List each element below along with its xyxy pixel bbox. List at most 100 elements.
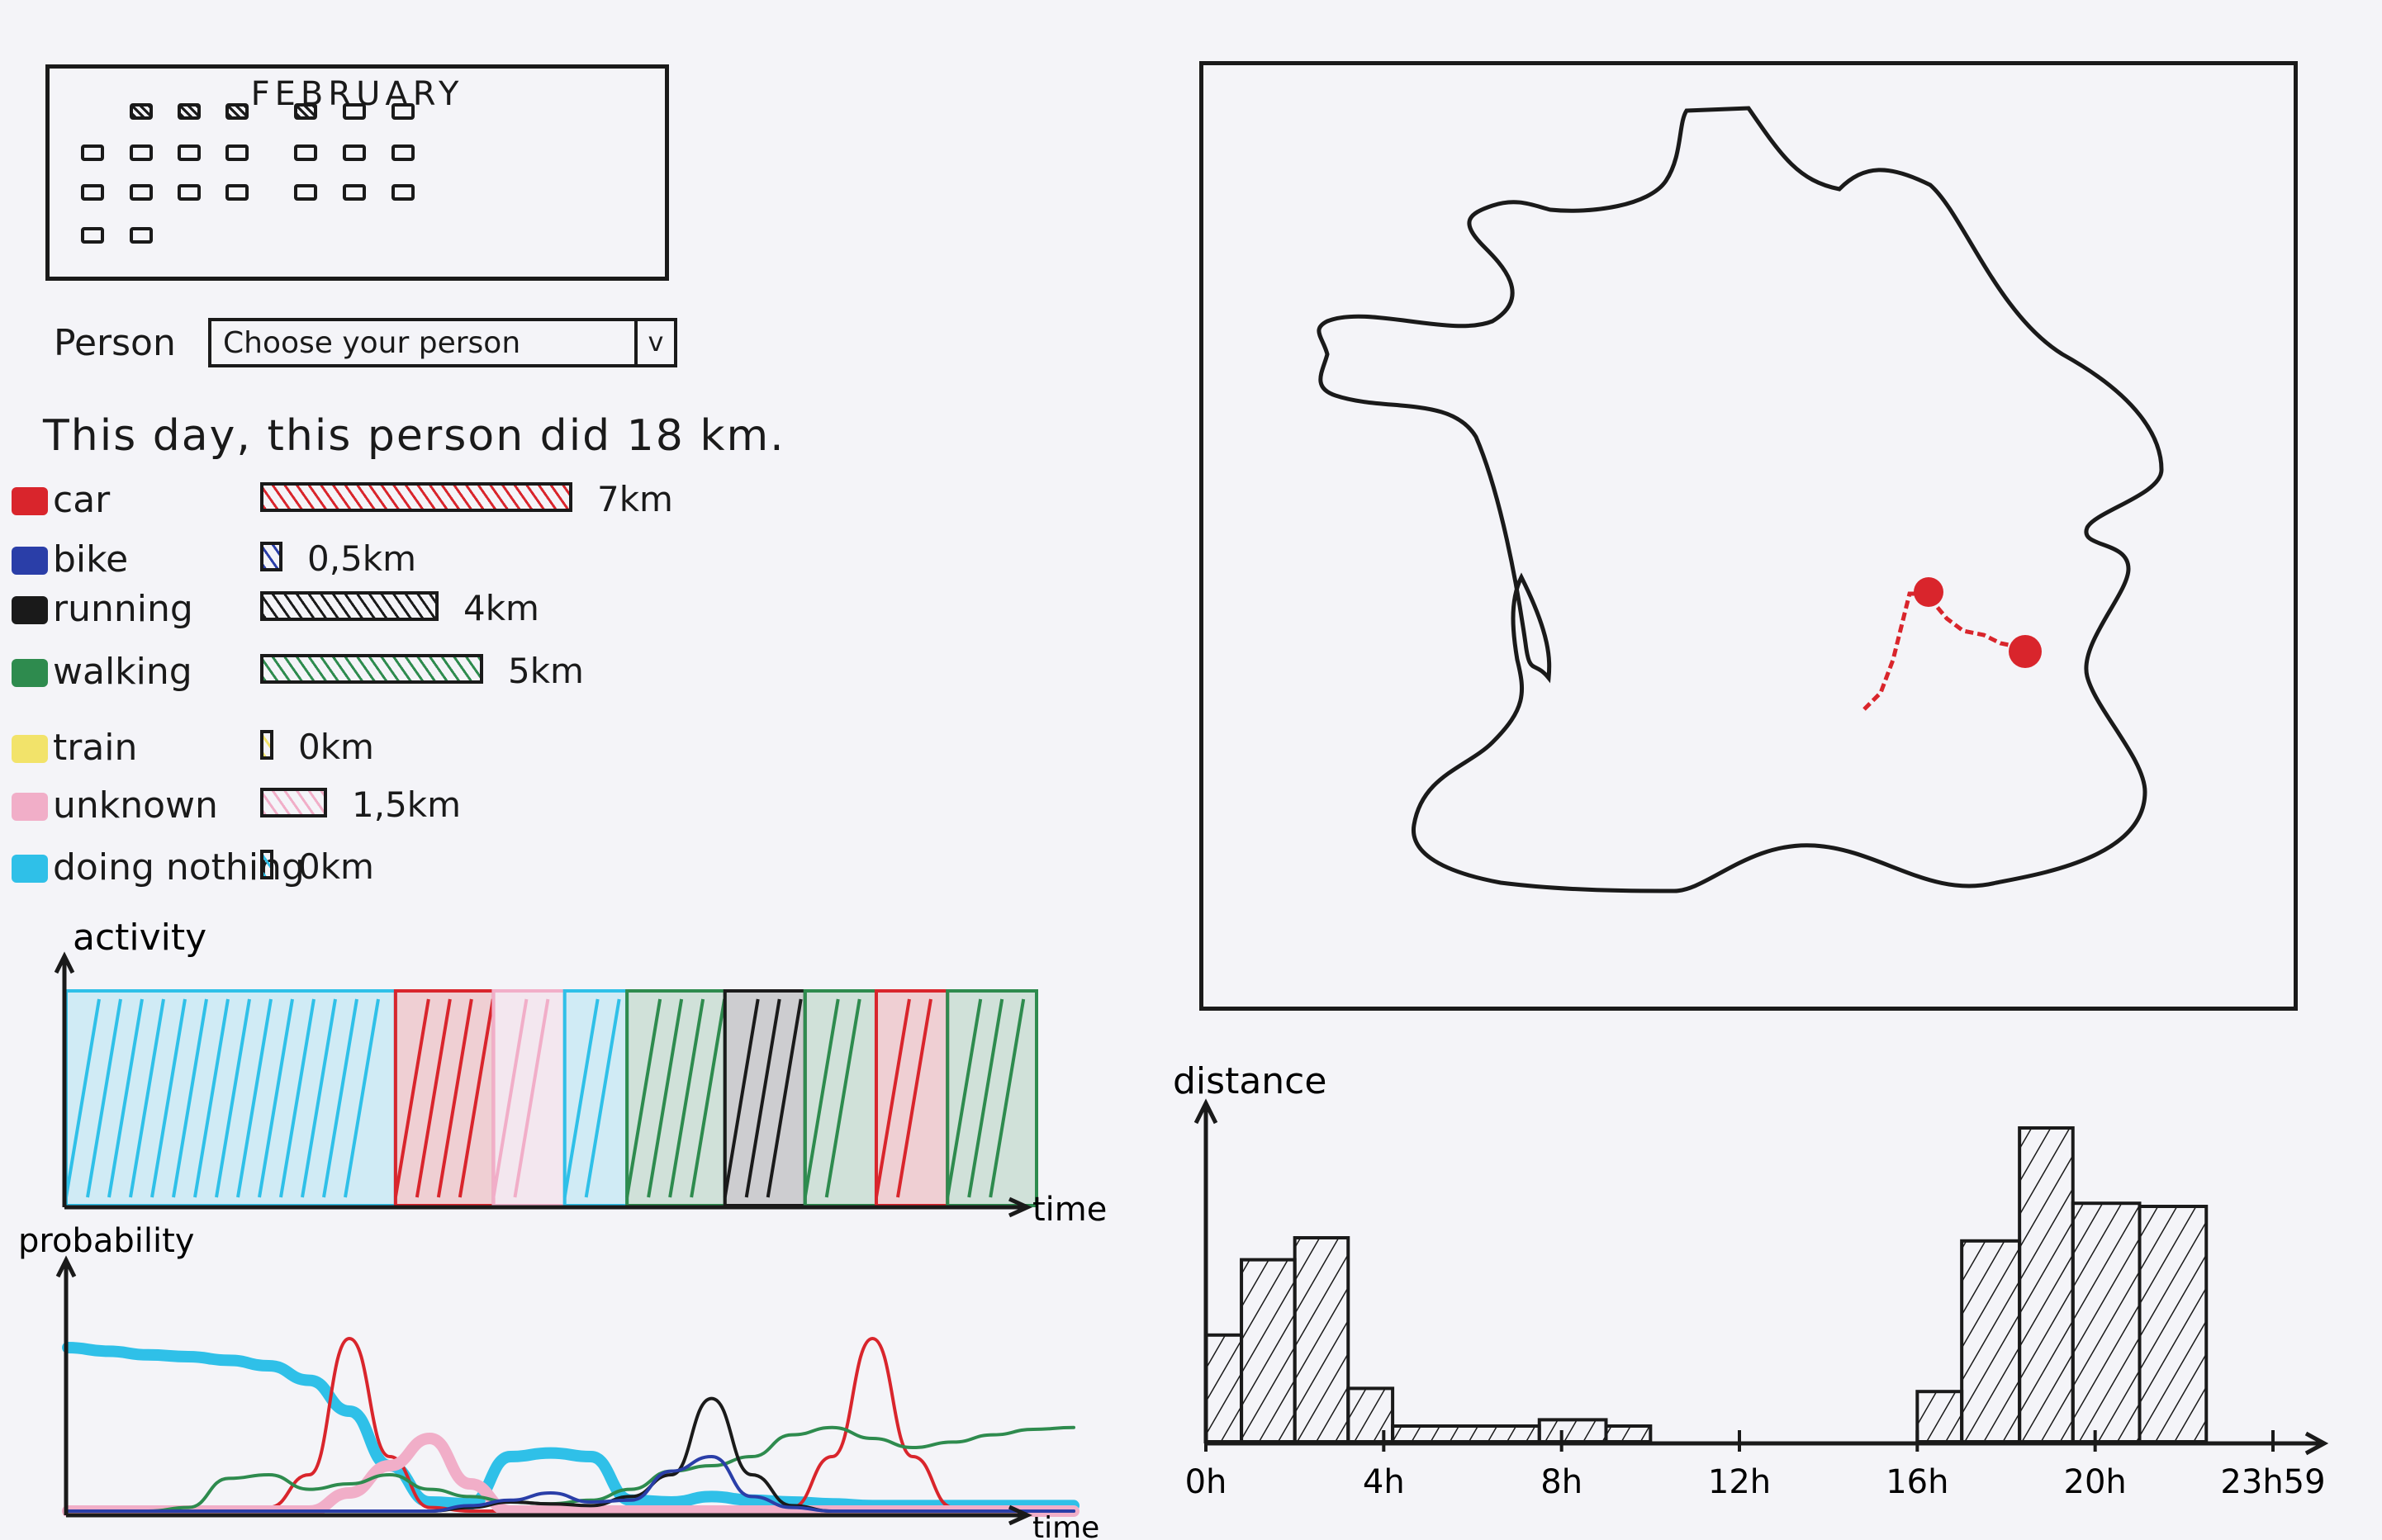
activity-segment bbox=[723, 989, 807, 1207]
mode-color-swatch bbox=[12, 735, 48, 763]
mode-distance-bar bbox=[260, 591, 439, 621]
activity-hatch-line bbox=[584, 998, 621, 1198]
distance-bar bbox=[2071, 1201, 2142, 1443]
distance-x-tick-label: 16h bbox=[1886, 1463, 1948, 1501]
calendar-day[interactable] bbox=[130, 184, 153, 201]
mode-distance-value: 5km bbox=[508, 651, 584, 691]
chevron-down-icon[interactable]: v bbox=[634, 321, 674, 364]
activity-hatch-line bbox=[723, 998, 760, 1198]
person-select[interactable]: Choose your person v bbox=[208, 318, 677, 367]
distance-histogram: 0h 4h 8h 12h 16h 20h 23h59 distance bbox=[1173, 1060, 2329, 1501]
distance-bar bbox=[2018, 1126, 2075, 1443]
calendar-day[interactable] bbox=[391, 184, 415, 201]
calendar-day[interactable] bbox=[343, 184, 366, 201]
activity-hatch-line bbox=[129, 998, 165, 1198]
calendar-day[interactable] bbox=[130, 103, 153, 120]
probability-y-axis-arrow bbox=[55, 1255, 77, 1278]
activity-hatch-line bbox=[86, 998, 122, 1198]
mode-label: bike bbox=[53, 538, 129, 580]
calendar-day[interactable] bbox=[294, 103, 317, 120]
distance-bar bbox=[1240, 1258, 1297, 1443]
activity-hatch-line bbox=[668, 998, 705, 1198]
calendar-day[interactable] bbox=[391, 145, 415, 161]
activity-hatch-line bbox=[393, 998, 430, 1198]
person-label: Person bbox=[54, 322, 176, 364]
distance-x-tick-label: 0h bbox=[1185, 1463, 1227, 1501]
person-select-value: Choose your person bbox=[223, 326, 521, 360]
calendar-day[interactable] bbox=[130, 145, 153, 161]
mode-distance-bar bbox=[260, 654, 483, 684]
calendar-day[interactable] bbox=[294, 145, 317, 161]
distance-bar bbox=[1915, 1390, 1964, 1444]
activity-hatch-line bbox=[946, 998, 983, 1198]
map-panel[interactable] bbox=[1199, 61, 2298, 1011]
calendar-day[interactable] bbox=[391, 103, 415, 120]
mode-distance-value: 0,5km bbox=[307, 538, 417, 579]
activity-hatch-line bbox=[279, 998, 316, 1198]
map-origin-marker[interactable] bbox=[1914, 577, 1943, 607]
activity-hatch-line bbox=[744, 998, 781, 1198]
activity-hatch-line bbox=[690, 998, 727, 1198]
activity-hatch-line bbox=[874, 998, 911, 1198]
distance-bar bbox=[1204, 1333, 1244, 1443]
mode-label: walking bbox=[53, 651, 192, 693]
mode-color-swatch bbox=[12, 547, 48, 575]
probability-y-label: probability bbox=[18, 1222, 194, 1260]
mode-distance-bar bbox=[260, 850, 273, 879]
mode-label: unknown bbox=[53, 784, 218, 827]
activity-hatch-line bbox=[647, 998, 684, 1198]
probability-series-line bbox=[66, 1455, 1075, 1513]
mode-distance-bar bbox=[260, 482, 572, 512]
activity-hatch-line bbox=[258, 998, 294, 1198]
distance-bar bbox=[1604, 1424, 1653, 1443]
mode-color-swatch bbox=[12, 596, 48, 624]
calendar-day[interactable] bbox=[178, 103, 201, 120]
distance-x-axis-arrow bbox=[2304, 1431, 2329, 1456]
activity-hatch-line bbox=[766, 998, 803, 1198]
calendar-day[interactable] bbox=[294, 184, 317, 201]
calendar-day[interactable] bbox=[81, 227, 104, 244]
mode-row: unknown 1,5km bbox=[0, 784, 743, 827]
activity-hatch-line bbox=[193, 998, 230, 1198]
mode-row: doing nothing 0km bbox=[0, 846, 743, 888]
calendar-day[interactable] bbox=[178, 145, 201, 161]
activity-hatch-line bbox=[150, 998, 187, 1198]
activity-hatch-line bbox=[415, 998, 452, 1198]
mode-distance-value: 0km bbox=[298, 846, 374, 887]
distance-x-tick-label: 23h59 bbox=[2220, 1463, 2325, 1501]
activity-hatch-line bbox=[236, 998, 273, 1198]
calendar-day[interactable] bbox=[225, 103, 249, 120]
activity-hatch-line bbox=[989, 998, 1026, 1198]
activity-y-label: activity bbox=[73, 917, 206, 959]
daily-distance-summary: This day, this person did 18 km. bbox=[43, 411, 785, 461]
calendar-day[interactable] bbox=[81, 184, 104, 201]
calendar-day[interactable] bbox=[178, 184, 201, 201]
calendar-day[interactable] bbox=[343, 145, 366, 161]
distance-y-axis-arrow bbox=[1193, 1098, 1218, 1125]
probability-x-axis-arrow bbox=[1008, 1504, 1033, 1526]
activity-segment bbox=[946, 989, 1038, 1207]
calendar-day[interactable] bbox=[343, 103, 366, 120]
calendar-day[interactable] bbox=[130, 227, 153, 244]
mode-distance-value: 7km bbox=[597, 479, 673, 519]
distance-x-tick-label: 20h bbox=[2064, 1463, 2127, 1501]
distance-bar bbox=[1293, 1236, 1350, 1443]
distance-x-tick-label: 8h bbox=[1540, 1463, 1582, 1501]
mode-distance-bar bbox=[260, 788, 327, 817]
probability-x-label: time bbox=[1032, 1511, 1099, 1540]
activity-hatch-line bbox=[824, 998, 861, 1198]
calendar-day[interactable] bbox=[225, 184, 249, 201]
distance-bar bbox=[1960, 1239, 2022, 1443]
probability-series-line bbox=[66, 1425, 1075, 1513]
mode-color-swatch bbox=[12, 659, 48, 687]
map-destination-marker[interactable] bbox=[2009, 635, 2042, 668]
calendar: FEBRUARY bbox=[45, 64, 669, 281]
mode-label: car bbox=[53, 479, 111, 521]
activity-hatch-line bbox=[895, 998, 932, 1198]
activity-x-label: time bbox=[1032, 1191, 1107, 1229]
mode-row: train 0km bbox=[0, 727, 743, 769]
calendar-day[interactable] bbox=[225, 145, 249, 161]
activity-hatch-line bbox=[967, 998, 1004, 1198]
calendar-day[interactable] bbox=[81, 145, 104, 161]
activity-hatch-line bbox=[344, 998, 380, 1198]
